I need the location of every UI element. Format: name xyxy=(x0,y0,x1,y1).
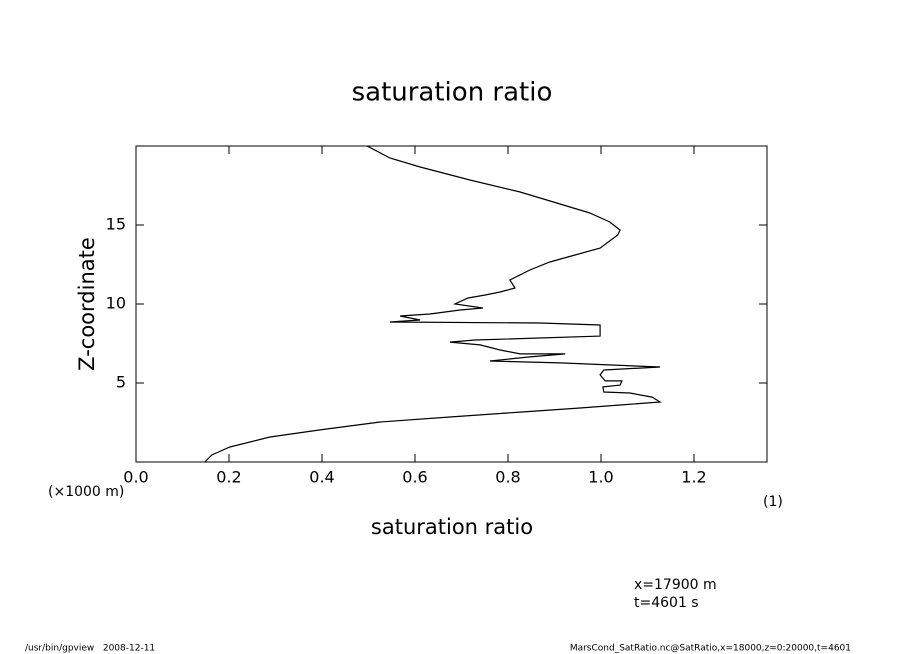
plot-frame xyxy=(135,145,768,463)
x-tick-label: 1.2 xyxy=(681,468,706,487)
y-tick-label: 5 xyxy=(116,373,126,392)
y-tick-label: 15 xyxy=(106,215,126,234)
footer: MarsCond_SatRatio.nc@SatRatio,x=18000,z=… xyxy=(570,644,851,654)
y-unit: (×1000 m) xyxy=(48,484,124,500)
x-tick-label: 0.6 xyxy=(402,468,427,487)
x-tick-label: 0.0 xyxy=(123,468,148,487)
chart-title: saturation ratio xyxy=(352,78,553,108)
y-axis-label: Z-coordinate xyxy=(75,237,99,371)
x-tick-label: 0.2 xyxy=(216,468,241,487)
x-tick-label: 1.0 xyxy=(588,468,613,487)
x-tick-label: 0.8 xyxy=(495,468,520,487)
x-unit: (1) xyxy=(763,494,783,510)
x-tick-label: 0.4 xyxy=(309,468,334,487)
y-tick-label: 10 xyxy=(106,294,126,313)
annotation: t=4601 s xyxy=(634,595,699,611)
annotation: x=17900 m xyxy=(634,577,717,593)
footer: /usr/bin/gpview 2008-12-11 xyxy=(25,644,155,654)
data-line xyxy=(204,145,662,463)
x-axis-label: saturation ratio xyxy=(371,515,533,539)
